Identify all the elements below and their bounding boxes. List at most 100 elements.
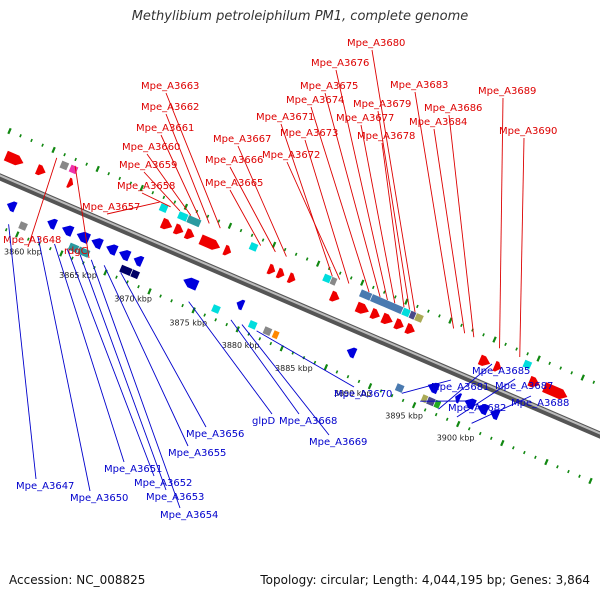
top-track-tick xyxy=(139,184,144,192)
kbp-scale-label: 3865 kbp xyxy=(59,271,97,280)
forward-gene-label: Mpe_A3659 xyxy=(119,160,177,171)
top-track-tick xyxy=(592,380,596,384)
forward-gene-label: Mpe_A3658 xyxy=(117,181,175,192)
reverse-gene-leader xyxy=(241,324,330,436)
bottom-track-tick xyxy=(203,313,206,317)
bottom-track-tick xyxy=(170,299,173,303)
forward-gene-arrow xyxy=(34,163,47,176)
forward-gene-leader xyxy=(304,139,350,284)
kbp-scale-label: 3875 kbp xyxy=(169,318,207,327)
genome-title: Methylibium petroleiphilum PM1, complete… xyxy=(131,9,469,24)
reverse-gene-leader xyxy=(66,249,155,477)
reverse-gene-label: Mpe_A3670 xyxy=(334,389,392,400)
top-track-tick xyxy=(283,247,287,252)
bottom-track-tick xyxy=(346,375,350,379)
forward-gene-arrow xyxy=(541,381,569,400)
bottom-track-tick xyxy=(478,431,482,436)
bottom-track-tick xyxy=(15,231,20,238)
forward-gene-arrow xyxy=(403,322,416,335)
top-track-tick xyxy=(173,200,177,204)
reverse-gene-label: Mpe_A3688 xyxy=(511,398,569,409)
top-track-tick xyxy=(95,165,100,173)
top-track-tick xyxy=(85,162,88,166)
forward-gene-leader xyxy=(377,110,410,310)
reverse-gene-arrow xyxy=(105,243,120,257)
reverse-gene-leader xyxy=(188,301,273,415)
forward-gene-leader xyxy=(433,128,466,334)
forward-gene-arrow xyxy=(183,227,196,240)
top-track-tick xyxy=(271,241,277,248)
bottom-track-tick xyxy=(489,436,493,441)
kbp-scale-label: 3880 kbp xyxy=(222,341,260,350)
forward-gene-arrow xyxy=(491,360,502,373)
bottom-track-tick xyxy=(445,417,449,422)
forward-gene-label: Mpe_A3663 xyxy=(141,81,199,92)
kbp-scale-label: 3890 kbp xyxy=(334,389,372,398)
forward-gene-label: Mpe_A3671 xyxy=(256,112,314,123)
top-track-tick xyxy=(438,314,441,318)
reverse-gene-arrow xyxy=(489,408,502,421)
reverse-gene-label: Mpe_A3655 xyxy=(168,448,226,459)
top-track-tick xyxy=(30,138,33,143)
top-track-tick xyxy=(504,342,507,347)
feature-box xyxy=(261,325,274,337)
forward-gene-label: Mpe_A3686 xyxy=(424,103,482,114)
forward-gene-leader xyxy=(143,171,181,212)
reverse-gene-leader xyxy=(79,254,167,491)
top-track-tick xyxy=(382,290,386,294)
top-track-tick xyxy=(404,298,409,305)
forward-gene-leader xyxy=(499,97,504,349)
reverse-gene-arrow xyxy=(75,231,92,245)
bottom-track-tick xyxy=(126,280,129,284)
top-track-tick xyxy=(261,238,265,242)
bottom-track-tick xyxy=(313,360,317,365)
forward-gene-arrow xyxy=(159,217,174,230)
forward-gene-leader xyxy=(106,201,160,215)
bottom-track-tick xyxy=(137,284,140,289)
forward-gene-arrow xyxy=(3,150,25,166)
top-track-tick xyxy=(107,171,111,176)
feature-box xyxy=(521,358,533,371)
forward-gene-label: Mpe_A3666 xyxy=(205,155,263,166)
forward-gene-leader xyxy=(519,137,525,357)
feature-box xyxy=(270,329,281,340)
forward-gene-arrow xyxy=(265,263,276,276)
reverse-gene-label: Mpe_A3651 xyxy=(104,464,162,475)
forward-gene-leader xyxy=(165,92,221,229)
kbp-scale-label: 3895 kbp xyxy=(385,411,423,420)
top-track-tick xyxy=(239,228,243,233)
top-track-tick xyxy=(151,190,155,195)
top-track-tick xyxy=(460,323,463,328)
bottom-track-tick xyxy=(147,288,152,295)
bottom-track-tick xyxy=(335,370,339,374)
reverse-gene-arrow xyxy=(182,276,201,292)
forward-gene-leader xyxy=(165,113,210,224)
reverse-gene-arrow xyxy=(61,224,76,238)
kbp-scale-label: 3900 kbp xyxy=(437,433,475,442)
bottom-track-tick xyxy=(401,398,405,403)
forward-gene-leader xyxy=(381,142,405,308)
forward-gene-label: Mpe_A3667 xyxy=(213,134,271,145)
reverse-gene-leader xyxy=(456,378,516,418)
bottom-track-tick xyxy=(258,337,262,341)
forward-gene-label: Mpe_A3675 xyxy=(300,81,358,92)
bottom-track-tick xyxy=(578,474,581,478)
forward-gene-leader xyxy=(141,192,171,208)
forward-gene-label: Mpe_A3684 xyxy=(409,117,467,128)
bottom-track-tick xyxy=(59,250,64,257)
forward-gene-arrow xyxy=(392,317,405,330)
top-track-tick xyxy=(74,157,77,162)
reverse-gene-leader xyxy=(90,259,181,509)
feature-box xyxy=(76,245,92,259)
forward-gene-label: Mpe_A3679 xyxy=(353,99,411,110)
forward-gene-arrow xyxy=(172,222,185,236)
bottom-track-tick xyxy=(467,427,471,431)
reverse-gene-arrow xyxy=(132,255,146,268)
bottom-track-tick xyxy=(423,408,427,412)
forward-gene-leader xyxy=(335,69,388,301)
forward-gene-arrow xyxy=(285,271,297,284)
bottom-track-tick xyxy=(48,247,52,251)
bottom-track-tick xyxy=(567,469,570,474)
top-track-tick xyxy=(305,257,309,261)
